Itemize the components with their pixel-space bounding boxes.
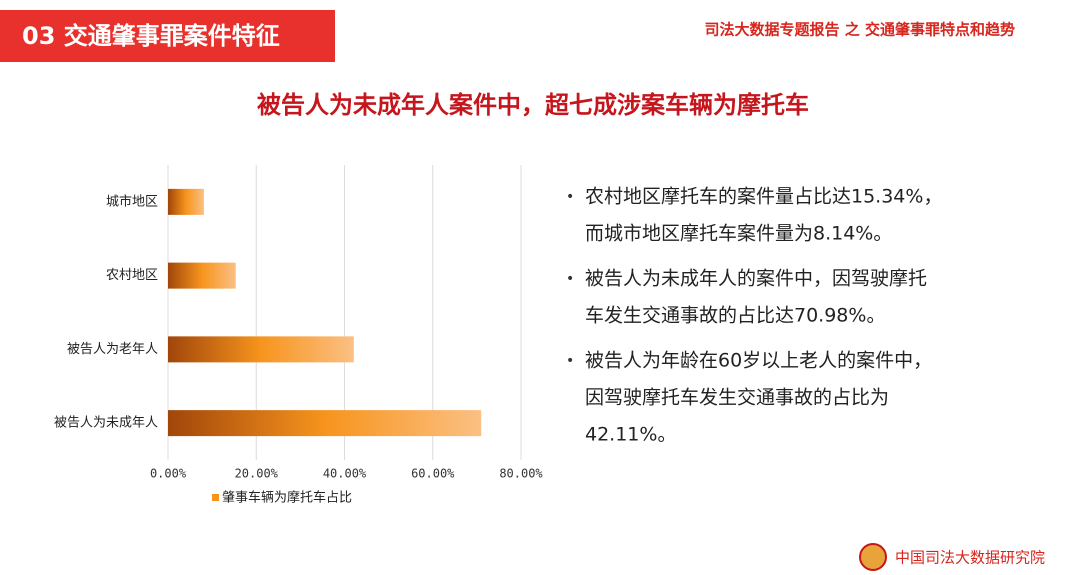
y-tick-label: 被告人为老年人 bbox=[67, 342, 158, 357]
bullet-text: 而城市地区摩托车案件量为8.14%。 bbox=[585, 223, 892, 245]
x-tick-label: 60.00% bbox=[411, 467, 455, 481]
bar bbox=[168, 336, 354, 363]
y-tick-label: 农村地区 bbox=[106, 268, 158, 283]
legend-swatch bbox=[212, 494, 219, 501]
footer-org: 中国司法大数据研究院 bbox=[895, 549, 1045, 567]
x-tick-label: 80.00% bbox=[499, 467, 543, 481]
bar bbox=[168, 410, 482, 437]
report-title: 司法大数据专题报告 之 交通肇事罪特点和趋势 bbox=[705, 21, 1015, 39]
bullet-text: 因驾驶摩托车发生交通事故的占比为 bbox=[585, 387, 889, 409]
chart-title: 被告人为未成年人案件中，超七成涉案车辆为摩托车 bbox=[257, 91, 809, 119]
y-tick-label: 城市地区 bbox=[106, 193, 158, 209]
bullet-dot: • bbox=[566, 189, 574, 205]
bullet-text: 被告人为年龄在60岁以上老人的案件中， bbox=[585, 350, 932, 372]
bullet-text: 被告人为未成年人的案件中，因驾驶摩托 bbox=[585, 268, 927, 290]
section-box bbox=[0, 10, 335, 62]
bullet-dot: • bbox=[566, 271, 574, 287]
bullet-text: 农村地区摩托车的案件量占比达15.34%， bbox=[585, 186, 942, 208]
bullet-text: 42.11%。 bbox=[585, 424, 676, 446]
x-tick-label: 20.00% bbox=[235, 467, 279, 481]
bullet-text: 车发生交通事故的占比达70.98%。 bbox=[585, 305, 885, 327]
y-tick-label: 被告人为未成年人 bbox=[54, 416, 158, 431]
section-title: 03 交通肇事罪案件特征 bbox=[22, 22, 280, 50]
bullet-dot: • bbox=[566, 353, 574, 369]
legend-label: 肇事车辆为摩托车占比 bbox=[222, 490, 352, 506]
bar bbox=[168, 262, 236, 289]
x-tick-label: 40.00% bbox=[323, 467, 367, 481]
x-tick-label: 0.00% bbox=[150, 467, 187, 481]
bar bbox=[168, 188, 204, 215]
emblem bbox=[859, 543, 887, 571]
